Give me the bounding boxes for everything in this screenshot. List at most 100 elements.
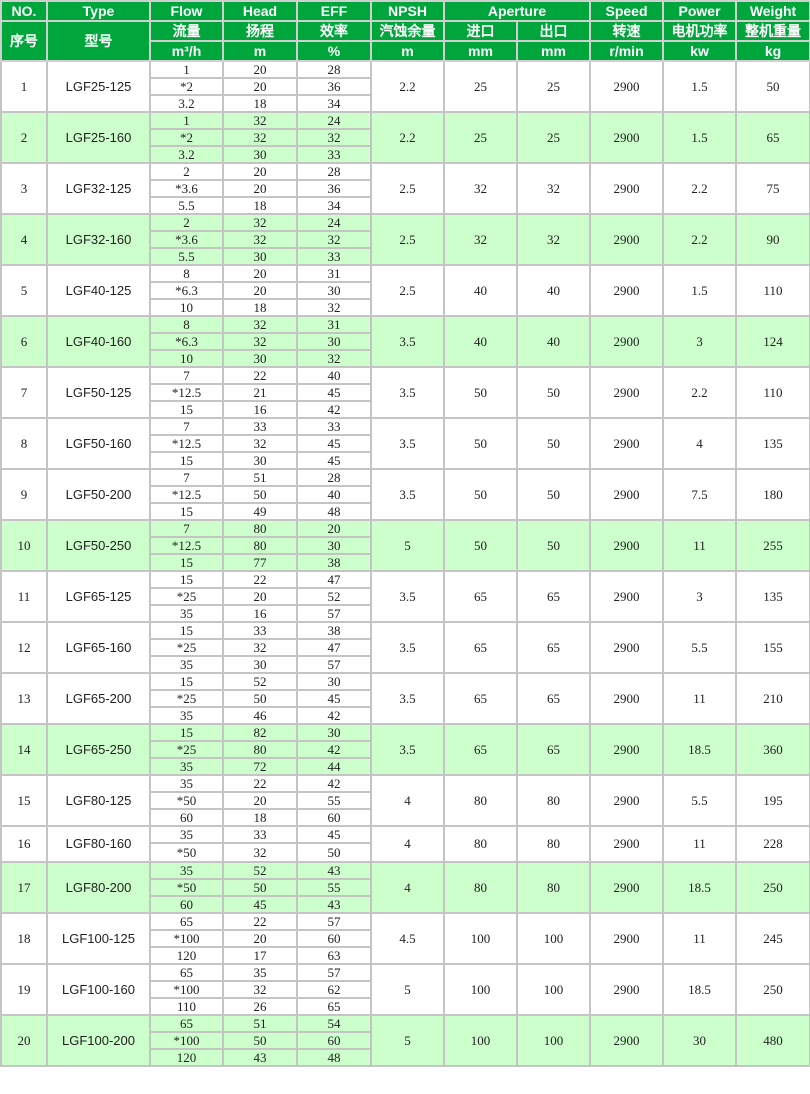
cell-eff: 57 [296,604,372,623]
cell-type: LGF65-200 [46,672,151,725]
cell-power: 5.5 [662,621,738,674]
cell-head: 20 [222,791,298,810]
cell-outlet: 80 [515,825,592,863]
cell-inlet: 25 [443,60,518,113]
cell-flow: 3.2 [149,145,224,164]
cell-inlet: 50 [443,417,518,470]
cell-weight: 90 [735,213,810,266]
cell-eff: 36 [296,179,372,198]
cell-head: 82 [222,723,298,742]
cell-eff: 20 [296,519,372,538]
cell-speed: 2900 [589,570,665,623]
cell-type: LGF50-250 [46,519,151,572]
cell-eff: 38 [296,553,372,572]
table-row: 11 LGF65-125 15 22 47 3.5 65 65 2900 3 135 [0,570,810,623]
cell-eff: 32 [296,128,372,147]
cell-head: 21 [222,383,298,402]
cell-head: 43 [222,1048,298,1067]
cell-outlet: 40 [515,315,592,368]
cell-weight: 75 [735,162,810,215]
cell-npsh: 4 [370,861,445,914]
cell-npsh: 3.5 [370,366,445,419]
cell-head: 50 [222,689,298,708]
cell-head: 30 [222,655,298,674]
table-row: *6.3 32 30 [1,332,810,351]
cell-outlet: 65 [515,621,592,674]
cell-inlet: 80 [443,774,518,827]
cell-head: 32 [222,842,298,863]
unit-head: m [222,40,298,62]
cell-flow: 10 [149,349,224,368]
table-row: 110 26 65 [1,997,810,1016]
table-row: *25 50 45 [1,689,810,708]
table-row: *100 50 60 [1,1031,810,1050]
cell-flow: 15 [149,723,224,742]
cell-power: 30 [662,1014,738,1067]
cell-head: 18 [222,298,298,317]
table-row: *50 50 55 [1,878,810,897]
cell-flow: *12.5 [149,434,224,453]
cell-no: 2 [0,111,48,164]
cell-weight: 360 [735,723,810,776]
cell-outlet: 100 [515,1014,592,1067]
cell-flow: 120 [149,946,224,965]
cell-flow: 1 [149,60,224,79]
cell-flow: *25 [149,689,224,708]
cell-npsh: 4 [370,825,445,863]
cell-eff: 33 [296,247,372,266]
table-row: 13 LGF65-200 15 52 30 3.5 65 65 2900 11 210 [0,672,810,725]
cell-inlet: 65 [443,621,518,674]
cell-flow: 8 [149,315,224,334]
cell-eff: 45 [296,689,372,708]
cell-no: 6 [0,315,48,368]
cell-eff: 33 [296,417,372,436]
table-row: 8 LGF50-160 7 33 33 3.5 50 50 2900 4 135 [0,417,810,470]
cell-no: 14 [0,723,48,776]
cell-flow: *50 [149,842,224,863]
cell-head: 80 [222,536,298,555]
cell-flow: 5.5 [149,247,224,266]
table-row: 9 LGF50-200 7 51 28 3.5 50 50 2900 7.5 180 [0,468,810,521]
table-row: 5.5 18 34 [1,196,810,215]
col-power-cn: 电机功率 [662,20,738,42]
cell-head: 20 [222,77,298,96]
cell-flow: 110 [149,997,224,1016]
cell-head: 32 [222,230,298,249]
cell-eff: 42 [296,400,372,419]
cell-speed: 2900 [589,774,665,827]
cell-speed: 2900 [589,519,665,572]
cell-head: 20 [222,264,298,283]
cell-npsh: 5 [370,963,445,1016]
cell-flow: 60 [149,895,224,914]
cell-flow: 15 [149,570,224,589]
cell-eff: 63 [296,946,372,965]
cell-npsh: 5 [370,519,445,572]
cell-inlet: 50 [443,366,518,419]
cell-flow: *12.5 [149,383,224,402]
col-head: Head [222,0,298,22]
cell-speed: 2900 [589,213,665,266]
cell-weight: 480 [735,1014,810,1067]
cell-power: 1.5 [662,111,738,164]
cell-eff: 36 [296,77,372,96]
cell-no: 16 [0,825,48,863]
cell-no: 19 [0,963,48,1016]
table-row: 60 18 60 [1,808,810,827]
cell-inlet: 50 [443,468,518,521]
cell-npsh: 4 [370,774,445,827]
cell-head: 22 [222,570,298,589]
cell-flow: 15 [149,553,224,572]
cell-head: 46 [222,706,298,725]
cell-outlet: 50 [515,468,592,521]
cell-head: 22 [222,912,298,931]
unit-npsh: m [370,40,445,62]
cell-flow: 35 [149,861,224,880]
cell-flow: 120 [149,1048,224,1067]
table-row: 3.2 30 33 [1,145,810,164]
cell-speed: 2900 [589,861,665,914]
cell-eff: 28 [296,162,372,181]
cell-flow: 35 [149,604,224,623]
cell-weight: 155 [735,621,810,674]
cell-npsh: 2.5 [370,213,445,266]
cell-eff: 65 [296,997,372,1016]
